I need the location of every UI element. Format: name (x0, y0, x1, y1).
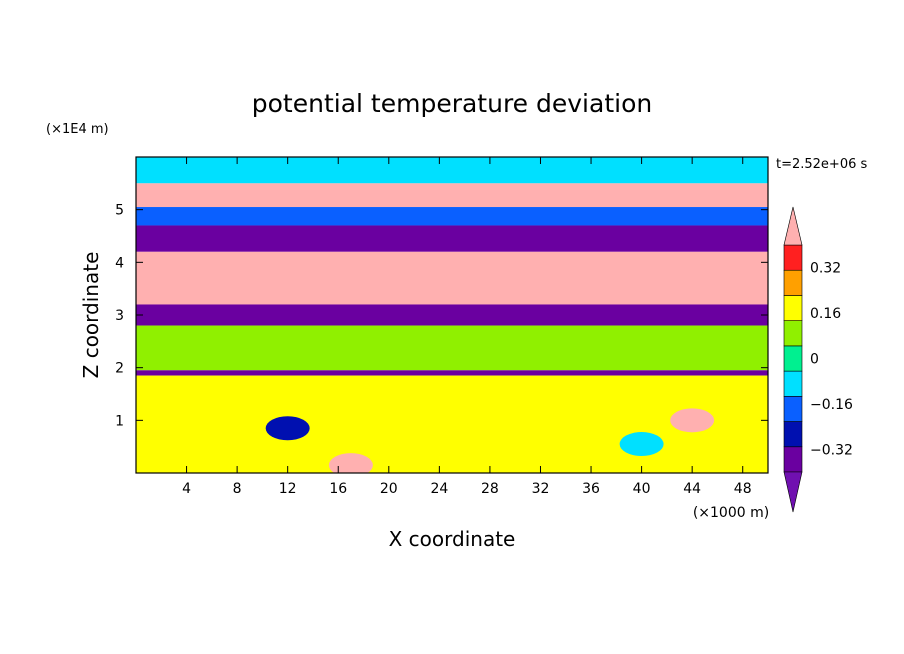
field-band-2 (136, 207, 768, 226)
y-axis-label: Z coordinate (79, 252, 103, 379)
x-axis-unit: (×1000 m) (693, 505, 769, 521)
colorbar-tick-label: 0.32 (810, 261, 841, 277)
y-axis-unit: (×1E4 m) (46, 122, 109, 137)
field-feature-0 (328, 453, 373, 473)
x-tick-label: 44 (683, 481, 701, 497)
x-tick-label: 12 (279, 481, 297, 497)
colorbar-extend-min (783, 471, 803, 513)
x-tick-label: 40 (633, 481, 651, 497)
x-tick-label: 28 (481, 481, 499, 497)
field-feature-3 (619, 432, 664, 457)
y-axis: 1 2 3 4 5 (115, 203, 768, 429)
field-band-1 (136, 183, 768, 208)
field-band-0 (136, 157, 768, 184)
x-tick-label: 4 (182, 481, 191, 497)
x-tick-label: 20 (380, 481, 398, 497)
colorbar-segment (783, 370, 803, 397)
colorbar-segment (783, 295, 803, 321)
colorbar-tick-label: −0.32 (810, 442, 853, 458)
x-axis-label: X coordinate (389, 527, 516, 551)
chart-title: potential temperature deviation (252, 89, 652, 118)
x-tick-label: 48 (734, 481, 752, 497)
colorbar-segment (783, 446, 803, 473)
colorbar-segment (783, 244, 803, 271)
x-tick-label: 32 (532, 481, 550, 497)
colorbar-segment (783, 320, 803, 347)
field-band-8 (136, 375, 768, 473)
colorbar-segment (783, 396, 803, 422)
x-tick-label: 8 (233, 481, 242, 497)
time-label: t=2.52e+06 s (776, 157, 868, 172)
colorbar: 0.32 0.16 0 −0.16 −0.32 (783, 206, 853, 513)
colorbar-segment (783, 345, 803, 372)
field-band-6 (136, 325, 768, 371)
colorbar-tick-label: −0.16 (810, 397, 853, 413)
colorbar-segment (783, 421, 803, 448)
x-axis: 4 8 12 16 20 24 28 32 36 40 44 48 (182, 157, 752, 497)
y-tick-label: 5 (115, 203, 124, 219)
x-tick-label: 16 (329, 481, 347, 497)
colorbar-tick-label: 0.16 (810, 306, 841, 322)
field-feature-1 (670, 408, 715, 433)
field-band-7 (136, 370, 768, 376)
y-tick-label: 3 (115, 308, 124, 324)
y-tick-label: 4 (115, 255, 124, 271)
colorbar-segment (783, 269, 803, 296)
field-band-4 (136, 251, 768, 305)
x-tick-label: 24 (430, 481, 448, 497)
field-band-5 (136, 304, 768, 326)
x-tick-label: 36 (582, 481, 600, 497)
field-band-3 (136, 225, 768, 252)
y-tick-label: 2 (115, 361, 124, 377)
y-tick-label: 1 (115, 413, 124, 429)
colorbar-tick-label: 0 (810, 352, 819, 368)
plot-area (136, 157, 768, 473)
field-feature-2 (265, 416, 310, 441)
colorbar-extend-max (783, 206, 803, 246)
